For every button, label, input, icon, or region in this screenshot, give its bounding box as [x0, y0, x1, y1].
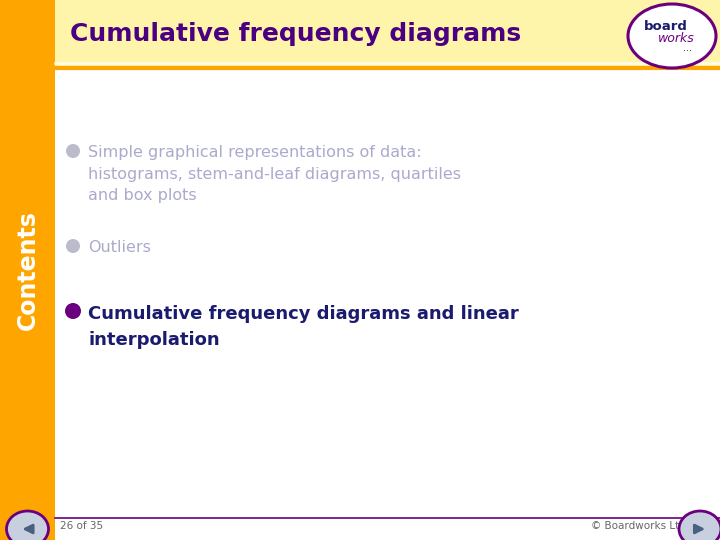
Text: 26 of 35: 26 of 35	[60, 521, 103, 531]
Text: Simple graphical representations of data:
histograms, stem-and-leaf diagrams, qu: Simple graphical representations of data…	[88, 145, 461, 203]
Text: board: board	[644, 19, 688, 32]
Circle shape	[66, 144, 80, 158]
Text: Cumulative frequency diagrams: Cumulative frequency diagrams	[70, 22, 521, 46]
Text: Cumulative frequency diagrams and linear
interpolation: Cumulative frequency diagrams and linear…	[88, 305, 518, 349]
Text: works: works	[657, 32, 694, 45]
Bar	[55, 0, 720, 68]
Ellipse shape	[628, 4, 716, 68]
Circle shape	[65, 303, 81, 319]
Text: Outliers: Outliers	[88, 240, 151, 255]
Text: © Boardworks Ltd 2005: © Boardworks Ltd 2005	[590, 521, 715, 531]
Circle shape	[66, 239, 80, 253]
Text: ...: ...	[683, 43, 693, 53]
Ellipse shape	[6, 511, 48, 540]
Ellipse shape	[679, 511, 720, 540]
Text: Contents: Contents	[16, 210, 40, 330]
Bar	[0, 0, 55, 540]
